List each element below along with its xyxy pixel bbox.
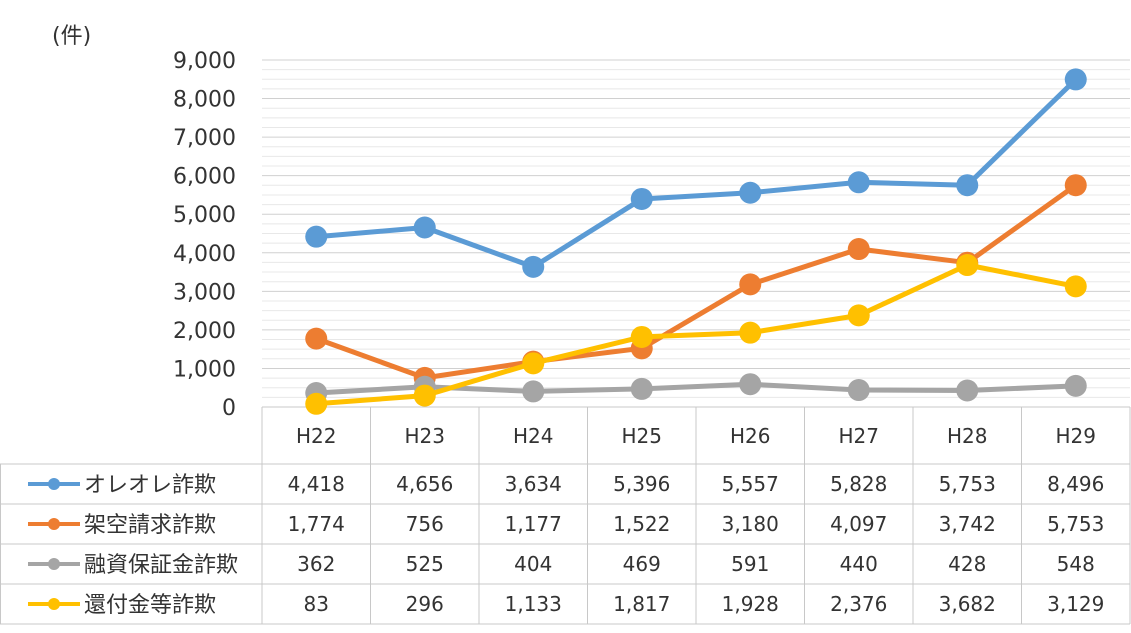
data-point: [1064, 174, 1087, 197]
table-value-cell: 1,522: [613, 512, 670, 536]
y-tick-label: 2,000: [173, 319, 236, 344]
table-value-cell: 8,496: [1047, 472, 1104, 496]
table-value-cell: 5,753: [939, 472, 996, 496]
table-value-cell: 83: [304, 592, 329, 616]
table-value-cell: 469: [623, 552, 661, 576]
series-group: [305, 254, 1087, 415]
legend-series-name: オレオレ詐欺: [84, 473, 216, 498]
legend-series-name: 架空請求詐欺: [84, 513, 216, 538]
data-point: [847, 171, 870, 194]
legend-key-marker: [48, 478, 60, 490]
data-point: [1064, 374, 1087, 397]
data-point: [847, 379, 870, 402]
x-category-label: H26: [730, 424, 771, 448]
gridlines: [262, 59, 1130, 408]
data-point: [739, 273, 762, 296]
data-point: [630, 187, 653, 210]
data-point: [847, 238, 870, 261]
table-value-cell: 5,828: [830, 472, 887, 496]
table-value-cell: 4,097: [830, 512, 887, 536]
series-line: [313, 76, 1079, 270]
data-point: [630, 325, 653, 348]
table-value-cell: 5,753: [1047, 512, 1104, 536]
series-group: [305, 68, 1087, 278]
table-value-cell: 440: [840, 552, 878, 576]
y-tick-label: 7,000: [173, 126, 236, 151]
data-point: [739, 373, 762, 396]
data-table: H22 H23 H24 H25 H26 H27 H28 H29 オレオレ詐欺 4,418 4,656…: [0, 406, 1131, 625]
data-point: [956, 174, 979, 197]
legend-series-name: 還付金等詐欺: [84, 593, 216, 618]
table-value-cell: 1,928: [722, 592, 779, 616]
x-category-label: H28: [947, 424, 988, 448]
data-point: [847, 304, 870, 327]
table-value-cell: 428: [948, 552, 986, 576]
data-point: [522, 255, 545, 278]
x-category-label: H24: [513, 424, 554, 448]
data-point: [956, 254, 979, 277]
table-value-cell: 1,817: [613, 592, 670, 616]
table-value-cell: 1,774: [288, 512, 345, 536]
y-tick-label: 6,000: [173, 165, 236, 190]
x-category-label: H25: [622, 424, 663, 448]
table-value-cell: 362: [297, 552, 335, 576]
series-line: [313, 381, 1079, 396]
table-value-cell: 3,742: [939, 512, 996, 536]
table-value-cell: 548: [1057, 552, 1095, 576]
table-value-cell: 1,133: [505, 592, 562, 616]
x-category-label: H23: [405, 424, 446, 448]
table-value-cell: 3,682: [939, 592, 996, 616]
data-point: [739, 321, 762, 344]
series-line: [313, 262, 1079, 407]
table-value-cell: 404: [514, 552, 552, 576]
series-line: [313, 182, 1079, 381]
x-category-label: H29: [1056, 424, 1097, 448]
data-point: [522, 380, 545, 403]
y-tick-label: 3,000: [173, 280, 236, 305]
data-point: [739, 181, 762, 204]
table-value-cell: 591: [731, 552, 769, 576]
data-point: [1064, 275, 1087, 298]
legend-series-name: 融資保証金詐欺: [84, 553, 238, 578]
table-value-cell: 4,656: [396, 472, 453, 496]
legend-key-marker: [48, 518, 60, 530]
table-value-cell: 2,376: [830, 592, 887, 616]
data-point: [956, 379, 979, 402]
y-tick-label: 5,000: [173, 203, 236, 228]
legend-key-marker: [48, 598, 60, 610]
table-value-cell: 1,177: [505, 512, 562, 536]
data-point: [413, 216, 436, 239]
table-value-cell: 525: [406, 552, 444, 576]
table-value-cell: 4,418: [288, 472, 345, 496]
y-tick-label: 4,000: [173, 242, 236, 267]
data-point: [630, 377, 653, 400]
data-point: [1064, 68, 1087, 91]
table-value-cell: 756: [406, 512, 444, 536]
legend-key-marker: [48, 558, 60, 570]
y-tick-label: 8,000: [173, 88, 236, 113]
y-tick-label: 9,000: [173, 49, 236, 74]
y-axis-unit-label: (件): [52, 24, 92, 49]
table-value-cell: 3,180: [722, 512, 779, 536]
y-tick-label: 1,000: [173, 357, 236, 382]
data-point: [522, 352, 545, 375]
y-tick-label: 0: [222, 396, 236, 421]
data-point: [413, 384, 436, 407]
data-point: [305, 392, 328, 415]
table-value-cell: 296: [406, 592, 444, 616]
x-category-label: H22: [296, 424, 337, 448]
table-value-cell: 5,396: [613, 472, 670, 496]
y-axis: 0 1,000 2,000 3,000 4,000 5,000 6,000 7,000 8,00…: [173, 49, 236, 421]
data-point: [305, 327, 328, 350]
table-value-cell: 5,557: [722, 472, 779, 496]
table-value-cell: 3,129: [1047, 592, 1104, 616]
series-lines: [305, 68, 1087, 415]
x-category-label: H27: [839, 424, 880, 448]
table-value-cell: 3,634: [505, 472, 562, 496]
data-point: [305, 225, 328, 248]
